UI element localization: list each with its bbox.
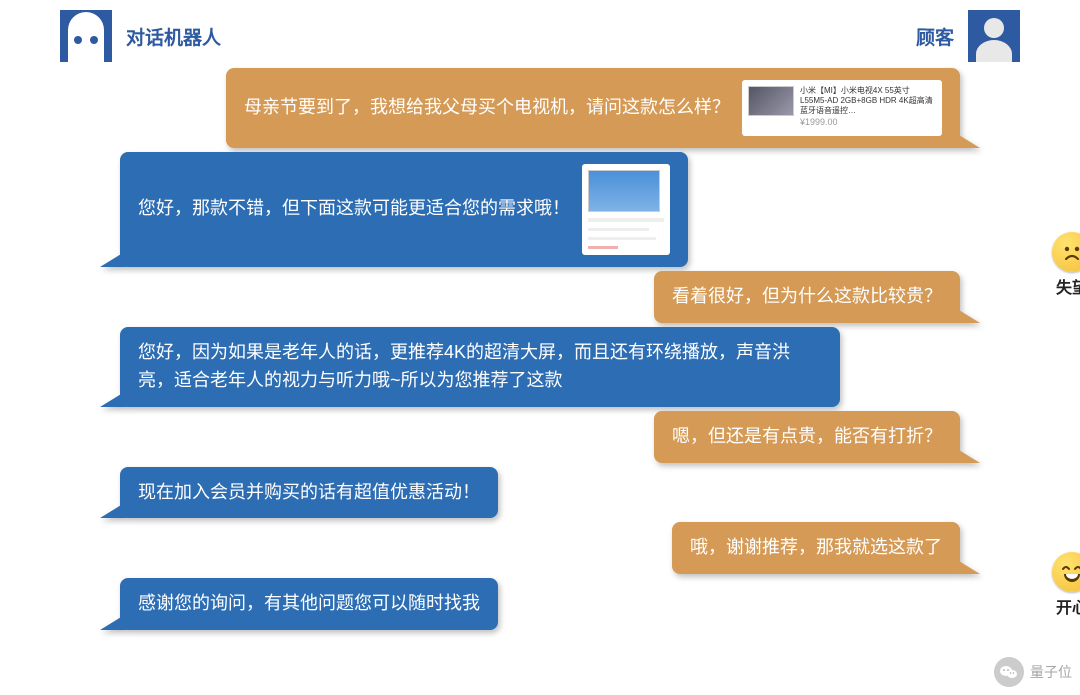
- header-row: 对话机器人 顾客: [60, 10, 1020, 62]
- customer-label: 顾客: [916, 23, 954, 50]
- product-thumb-icon: [748, 86, 794, 116]
- emotion-badge-sad: 失望: [1052, 232, 1080, 298]
- bot-bubble[interactable]: 您好，因为如果是老年人的话，更推荐4K的超清大屏，而且还有环绕播放，声音洪亮，适…: [120, 327, 840, 407]
- bot-label: 对话机器人: [126, 23, 221, 50]
- happy-face-icon: [1052, 552, 1080, 592]
- product-card[interactable]: [582, 164, 670, 255]
- product-price: ¥1999.00: [800, 116, 936, 130]
- message-text: 现在加入会员并购买的话有超值优惠活动！: [138, 479, 480, 507]
- message-text: 您好，那款不错，但下面这款可能更适合您的需求哦！: [138, 195, 570, 223]
- customer-bubble[interactable]: 嗯，但还是有点贵，能否有打折？: [654, 411, 960, 463]
- bot-bubble[interactable]: 您好，那款不错，但下面这款可能更适合您的需求哦！: [120, 152, 688, 267]
- message-row: 现在加入会员并购买的话有超值优惠活动！: [60, 467, 1020, 519]
- chat-area: 对话机器人 顾客 母亲节要到了，我想给我父母买个电视机，请问这款怎么样？ 小米【…: [0, 0, 1080, 644]
- product-title: 小米【MI】小米电视4X 55英寸 L55M5-AD 2GB+8GB HDR 4…: [800, 86, 936, 116]
- customer-avatar-icon: [968, 10, 1020, 62]
- bot-bubble[interactable]: 感谢您的询问，有其他问题您可以随时找我: [120, 578, 498, 630]
- customer-bubble[interactable]: 哦，谢谢推荐，那我就选这款了: [672, 522, 960, 574]
- watermark: 量子位: [994, 657, 1072, 687]
- customer-bubble[interactable]: 看着很好，但为什么这款比较贵？: [654, 271, 960, 323]
- watermark-label: 量子位: [1030, 662, 1072, 682]
- message-row: 看着很好，但为什么这款比较贵？: [60, 271, 1020, 323]
- message-row: 嗯，但还是有点贵，能否有打折？: [60, 411, 1020, 463]
- emotion-label: 失望: [1056, 274, 1080, 298]
- message-row: 感谢您的询问，有其他问题您可以随时找我: [60, 578, 1020, 630]
- emotion-label: 开心: [1056, 594, 1080, 618]
- customer-header: 顾客: [916, 10, 1020, 62]
- message-text: 哦，谢谢推荐，那我就选这款了: [690, 534, 942, 562]
- product-thumb-icon: [588, 170, 660, 212]
- message-text: 嗯，但还是有点贵，能否有打折？: [672, 423, 942, 451]
- wechat-icon: [994, 657, 1024, 687]
- customer-bubble[interactable]: 母亲节要到了，我想给我父母买个电视机，请问这款怎么样？ 小米【MI】小米电视4X…: [226, 68, 960, 148]
- message-row: 哦，谢谢推荐，那我就选这款了: [60, 522, 1020, 574]
- bot-header: 对话机器人: [60, 10, 221, 62]
- sad-face-icon: [1052, 232, 1080, 272]
- bot-avatar-icon: [60, 10, 112, 62]
- message-row: 母亲节要到了，我想给我父母买个电视机，请问这款怎么样？ 小米【MI】小米电视4X…: [60, 68, 1020, 148]
- message-row: 您好，因为如果是老年人的话，更推荐4K的超清大屏，而且还有环绕播放，声音洪亮，适…: [60, 327, 1020, 407]
- message-row: 您好，那款不错，但下面这款可能更适合您的需求哦！: [60, 152, 1020, 267]
- product-card[interactable]: 小米【MI】小米电视4X 55英寸 L55M5-AD 2GB+8GB HDR 4…: [742, 80, 942, 136]
- emotion-badge-happy: 开心: [1052, 552, 1080, 618]
- message-text: 母亲节要到了，我想给我父母买个电视机，请问这款怎么样？: [244, 94, 730, 122]
- message-text: 看着很好，但为什么这款比较贵？: [672, 283, 942, 311]
- bot-bubble[interactable]: 现在加入会员并购买的话有超值优惠活动！: [120, 467, 498, 519]
- message-text: 您好，因为如果是老年人的话，更推荐4K的超清大屏，而且还有环绕播放，声音洪亮，适…: [138, 339, 822, 395]
- message-text: 感谢您的询问，有其他问题您可以随时找我: [138, 590, 480, 618]
